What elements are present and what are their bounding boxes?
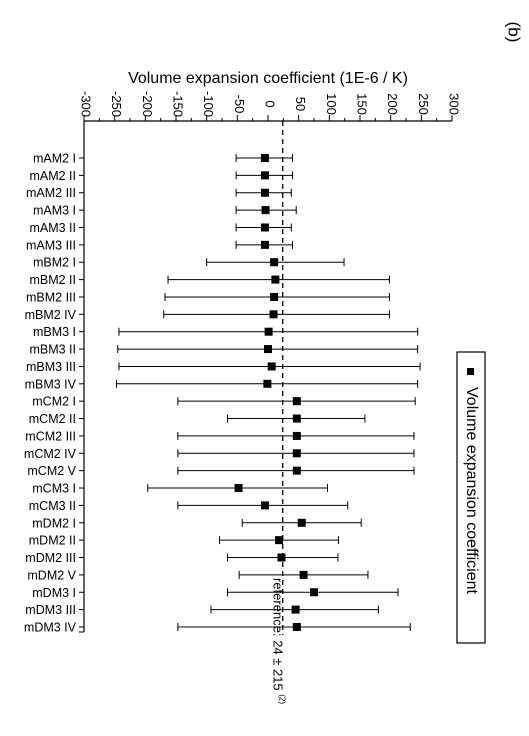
data-point — [234, 484, 243, 493]
category-label: mBM2 III — [26, 290, 76, 304]
data-point — [260, 188, 269, 197]
category-label: mAM3 II — [29, 221, 76, 235]
data-point — [269, 310, 278, 319]
category-label: mBM3 III — [26, 360, 76, 374]
data-point — [292, 414, 301, 423]
legend-box — [456, 351, 486, 644]
category-label: mBM2 IV — [25, 308, 77, 322]
category-label: mDM3 I — [32, 586, 76, 600]
x-tick-label: -250 — [109, 91, 124, 117]
x-tick-label: -100 — [201, 91, 216, 117]
x-tick-label: -150 — [171, 91, 186, 117]
x-axis-title: Volume expansion coefficient (1E-6 / K) — [128, 70, 408, 87]
data-point — [264, 345, 272, 354]
legend-label: Volume expansion coefficient — [463, 387, 480, 595]
category-label: mDM2 III — [25, 551, 76, 565]
category-label: mAM3 I — [33, 204, 76, 218]
panel-label: (b) — [504, 21, 524, 43]
data-point — [264, 327, 273, 336]
reference-label: reference: 24 ± 215 (2) — [271, 578, 287, 704]
category-label: mBM2 II — [29, 273, 76, 287]
category-label: mAM2 I — [33, 152, 76, 166]
data-point — [292, 449, 301, 458]
category-label: mBM3 II — [29, 343, 76, 357]
x-tick-label: -300 — [79, 91, 94, 117]
data-point — [292, 466, 301, 475]
data-point — [292, 397, 301, 406]
x-tick-label: 50 — [293, 97, 308, 111]
legend-marker — [467, 368, 474, 375]
data-point — [291, 605, 300, 614]
category-label: mDM2 V — [27, 568, 76, 582]
data-point — [310, 588, 318, 597]
category-label: mBM2 I — [33, 256, 76, 270]
x-tick-label: 200 — [385, 93, 400, 115]
category-label: mDM2 II — [29, 534, 76, 548]
category-label: mCM2 III — [25, 429, 76, 443]
x-tick-label: -200 — [140, 91, 155, 117]
data-point — [299, 570, 308, 579]
data-point — [267, 362, 276, 371]
x-tick-label: 0 — [263, 100, 278, 107]
x-tick-label: -50 — [232, 95, 247, 114]
data-point — [292, 431, 301, 440]
category-label: mCM3 II — [29, 499, 76, 513]
data-point — [275, 536, 284, 545]
category-label: mDM2 I — [32, 516, 76, 530]
data-point — [260, 223, 269, 232]
category-label: mCM2 IV — [24, 447, 77, 461]
data-point — [260, 240, 269, 249]
category-label: mBM3 IV — [25, 377, 77, 391]
data-point — [271, 275, 280, 284]
data-point — [292, 622, 301, 631]
x-tick-label: 250 — [416, 93, 431, 115]
category-label: mDM3 III — [25, 603, 76, 617]
category-label: mCM2 I — [32, 395, 76, 409]
category-label: mCM2 II — [29, 412, 76, 426]
data-point — [260, 501, 269, 510]
category-label: mCM2 V — [27, 464, 76, 478]
category-label: mDM3 IV — [24, 620, 77, 634]
reference-superscript: (2) — [278, 694, 287, 704]
data-point — [260, 171, 269, 180]
category-label: mCM3 I — [32, 482, 76, 496]
category-label: mAM2 II — [29, 169, 76, 183]
category-label: mAM2 III — [26, 186, 76, 200]
legend: Volume expansion coefficient — [456, 351, 486, 644]
data-point — [270, 258, 279, 267]
category-label: mAM3 III — [26, 238, 76, 252]
data-point — [270, 292, 279, 301]
data-point — [263, 379, 272, 388]
data-point — [297, 518, 306, 527]
x-tick-label: 100 — [324, 93, 339, 115]
data-point — [261, 206, 270, 215]
data-point — [260, 154, 269, 162]
x-tick-label: 300 — [447, 93, 462, 115]
category-label: mBM3 I — [33, 325, 76, 339]
data-point — [277, 553, 286, 562]
x-tick-label: 150 — [355, 93, 370, 115]
